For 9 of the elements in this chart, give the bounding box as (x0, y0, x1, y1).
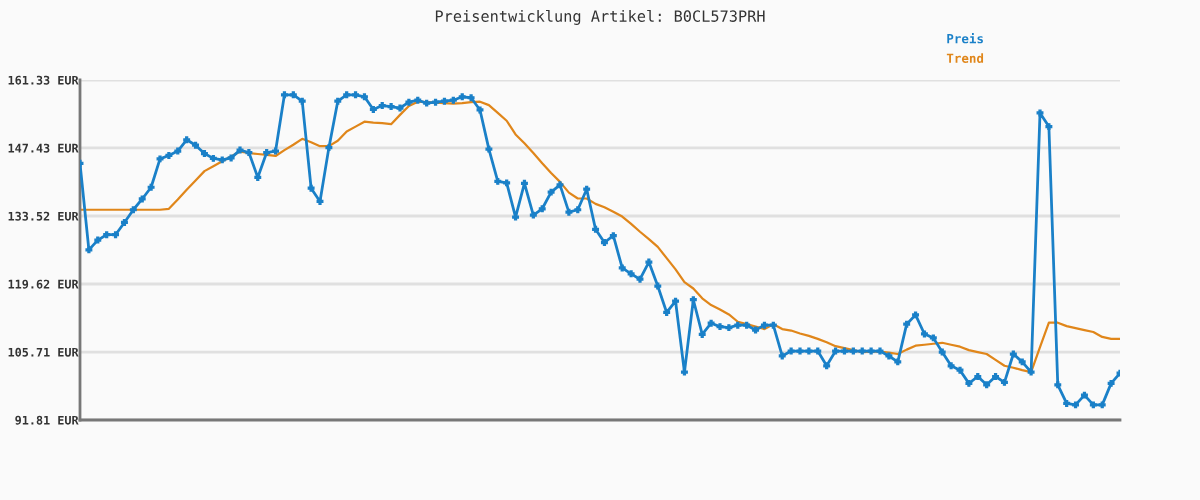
y-tick-label: 119.62 EUR (8, 279, 79, 289)
text: Trend (946, 53, 984, 63)
chart-title: Preisentwicklung Artikel: B0CL573PRH (435, 9, 765, 25)
y-tick-label: 133.52 EUR (8, 211, 79, 221)
y-tick-label: 105.71 EUR (8, 347, 79, 357)
y-tick-label: 147.43 EUR (8, 143, 79, 153)
y-tick-label: 91.81 EUR (15, 415, 79, 425)
y-tick-label: 161.33 EUR (8, 75, 79, 85)
text: Preis (947, 32, 983, 44)
